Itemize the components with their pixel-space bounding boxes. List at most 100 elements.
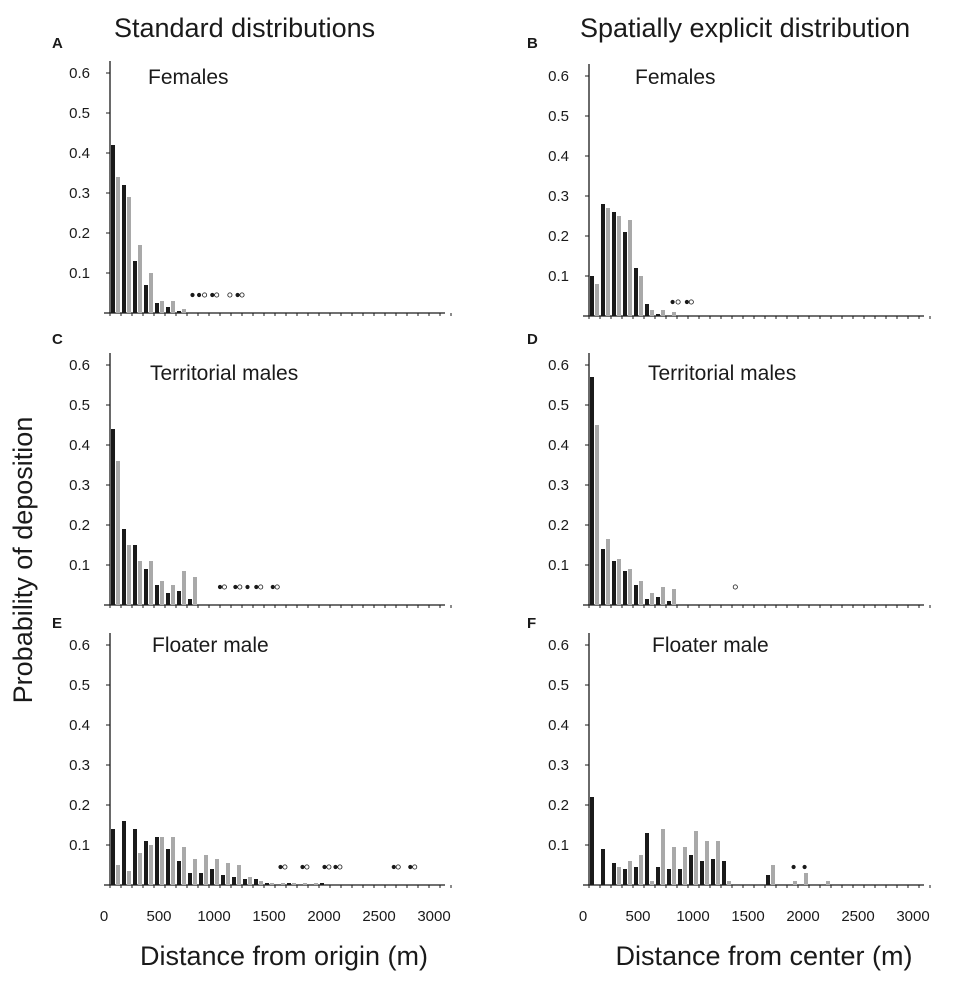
open-marker <box>675 299 681 305</box>
filled-marker <box>233 584 238 590</box>
bar-series-2 <box>694 831 698 885</box>
bar-series-1 <box>111 145 115 313</box>
bar-series-2 <box>292 883 296 885</box>
bar-series-2 <box>127 871 131 885</box>
y-axis-label: Probability of deposition <box>8 417 38 704</box>
bar-series-2 <box>826 881 830 885</box>
filled-marker <box>322 864 327 870</box>
bar-series-2 <box>727 881 731 885</box>
y-tick-label: 0.2 <box>69 225 90 242</box>
x-tick-label: 500 <box>146 908 171 925</box>
panel-f: F Floater male 0.1 0.2 0.3 0.4 0.5 0.6 0 500 1000 1… <box>527 615 931 925</box>
bar-series-1 <box>144 841 148 885</box>
bar-series-1 <box>155 585 159 605</box>
bar-series-1 <box>656 314 660 316</box>
y-tick-label: 0.4 <box>548 148 569 165</box>
y-tick-label: 0.1 <box>548 268 569 285</box>
open-marker <box>274 584 280 590</box>
bar-series-2 <box>650 310 654 316</box>
filled-marker <box>254 584 259 590</box>
filled-marker <box>333 864 338 870</box>
bar-series-1 <box>177 861 181 885</box>
bar-series-1 <box>122 185 126 313</box>
panel-title: Females <box>148 66 229 89</box>
bar-series-1 <box>766 875 770 885</box>
filled-marker <box>391 864 396 870</box>
bar-series-1 <box>166 849 170 885</box>
bar-series-1 <box>111 829 115 885</box>
x-tick-label: 1000 <box>676 908 709 925</box>
filled-marker <box>684 299 690 305</box>
panel-letter: B <box>527 35 538 52</box>
y-tick-label: 0.3 <box>69 185 90 202</box>
y-tick-label: 0.2 <box>69 797 90 814</box>
bar-series-1 <box>188 599 192 605</box>
y-tick-label: 0.5 <box>69 677 90 694</box>
y-tick-label: 0.4 <box>69 717 90 734</box>
open-marker <box>326 864 332 870</box>
x-tick-label: 2500 <box>362 908 395 925</box>
panel-title: Females <box>635 66 716 89</box>
y-tick-label: 0.1 <box>69 557 90 574</box>
x-tick-label: 3000 <box>417 908 450 925</box>
open-marker <box>395 864 401 870</box>
open-marker <box>337 864 343 870</box>
x-tick-label: 2000 <box>786 908 819 925</box>
bar-series-1 <box>133 261 137 313</box>
filled-marker <box>217 584 223 590</box>
bar-series-1 <box>210 869 214 885</box>
panel-title: Territorial males <box>150 362 298 385</box>
bar-series-2 <box>617 559 621 605</box>
x-tick-label: 1000 <box>197 908 230 925</box>
filled-marker <box>245 584 250 590</box>
y-tick-label: 0.5 <box>69 105 90 122</box>
bar-series-1 <box>634 268 638 316</box>
filled-marker <box>791 864 796 870</box>
y-tick-label: 0.1 <box>69 265 90 282</box>
bar-series-1 <box>645 304 649 316</box>
panel-a: A Females 0.1 0.2 0.3 0.4 0.5 0.6 <box>52 35 452 316</box>
bar-series-2 <box>182 309 186 313</box>
bar-series-1 <box>265 883 269 885</box>
bar-series-2 <box>160 301 164 313</box>
bar-series-2 <box>617 867 621 885</box>
bar-series-2 <box>595 284 599 316</box>
bar-series-2 <box>138 853 142 885</box>
bar-series-2 <box>116 865 120 885</box>
bar-series-1 <box>667 869 671 885</box>
x-tick-label: 500 <box>625 908 650 925</box>
bar-series-1 <box>243 879 247 885</box>
x-axis-label-right: Distance from center (m) <box>615 941 912 971</box>
bar-series-2 <box>138 245 142 313</box>
bar-series-1 <box>166 307 170 313</box>
open-marker <box>732 584 738 590</box>
x-tick-label: 1500 <box>731 908 764 925</box>
bar-series-1 <box>612 561 616 605</box>
filled-marker <box>670 299 675 305</box>
y-tick-label: 0.4 <box>69 145 90 162</box>
bar-series-2 <box>182 847 186 885</box>
panel-b: B Females 0.1 0.2 0.3 0.4 0.5 0.6 <box>527 35 931 319</box>
y-tick-label: 0.4 <box>548 437 569 454</box>
panel-e: E Floater male 0.1 0.2 0.3 0.4 0.5 0.6 0 500 1000 1… <box>52 615 452 925</box>
bar-series-1 <box>287 883 291 885</box>
bar-series-1 <box>188 873 192 885</box>
bar-series-2 <box>248 877 252 885</box>
open-marker <box>304 864 310 870</box>
y-tick-label: 0.2 <box>69 517 90 534</box>
bar-series-2 <box>650 593 654 605</box>
bar-series-2 <box>804 873 808 885</box>
bar-series-1 <box>144 285 148 313</box>
bar-series-1 <box>590 797 594 885</box>
column-title-standard: Standard distributions <box>114 13 375 43</box>
bar-series-1 <box>700 861 704 885</box>
y-tick-label: 0.6 <box>69 637 90 654</box>
y-tick-label: 0.1 <box>69 837 90 854</box>
column-title-spatial: Spatially explicit distribution <box>580 13 910 43</box>
filled-marker <box>190 292 195 298</box>
open-marker <box>214 292 220 298</box>
bar-series-2 <box>672 312 676 316</box>
bar-series-1 <box>601 549 605 605</box>
bar-series-2 <box>270 883 274 885</box>
